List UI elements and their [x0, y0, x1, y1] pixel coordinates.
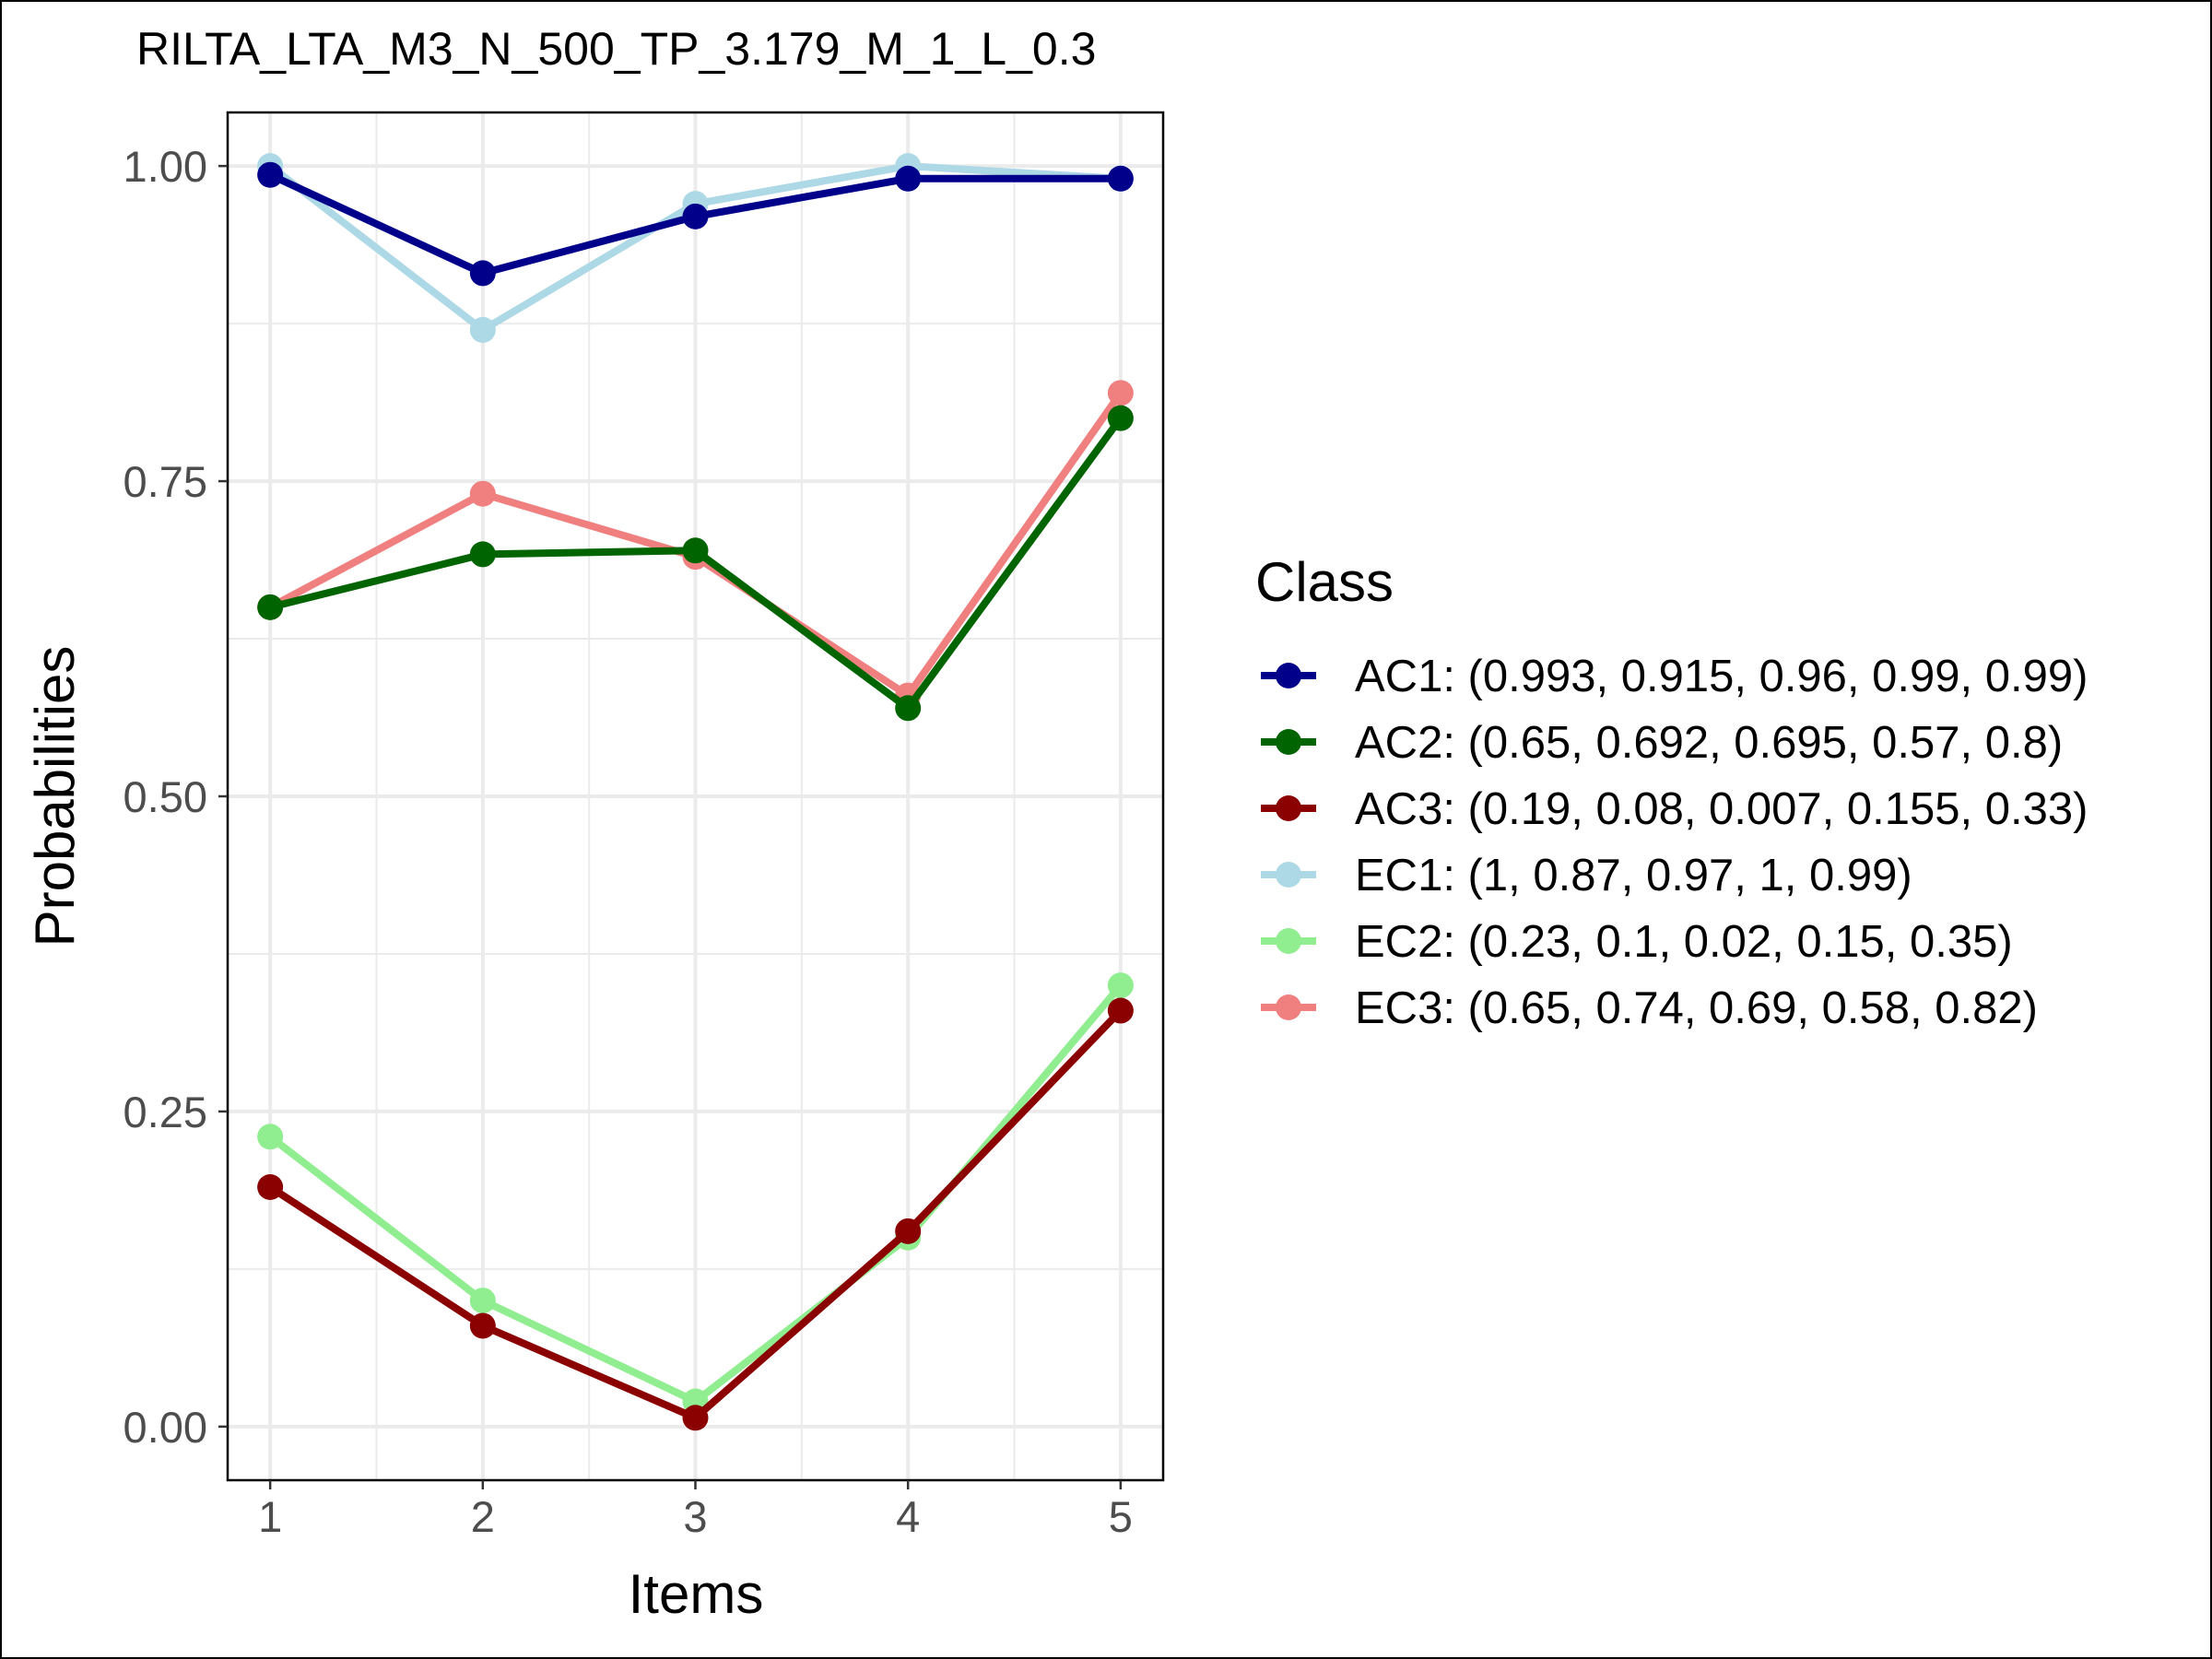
data-point-ac2: [257, 594, 284, 620]
x-axis: 1 2 3 4 5: [258, 1480, 1133, 1541]
data-point-ac3: [469, 1312, 496, 1339]
data-point-ac1: [1107, 165, 1134, 192]
legend-key-point: [1276, 795, 1301, 821]
data-point-ac1: [895, 165, 922, 192]
data-point-ec2: [469, 1288, 496, 1314]
legend-label: AC1: (0.993, 0.915, 0.96, 0.99, 0.99): [1355, 652, 2088, 701]
legend-title: Class: [1255, 551, 1394, 613]
legend-label: EC1: (1, 0.87, 0.97, 1, 0.99): [1355, 851, 1912, 900]
x-tick-label: 2: [471, 1492, 495, 1541]
y-tick-label: 1.00: [124, 142, 207, 191]
data-point-ec3: [469, 480, 496, 507]
y-tick-label: 0.00: [124, 1403, 207, 1452]
legend-item-ac1: AC1: (0.993, 0.915, 0.96, 0.99, 0.99): [1261, 652, 2088, 701]
y-axis-label: Probabilities: [24, 646, 86, 947]
data-point-ec1: [469, 316, 496, 343]
data-point-ec3: [1107, 380, 1134, 406]
legend-key-point: [1276, 862, 1301, 888]
legend: AC1: (0.993, 0.915, 0.96, 0.99, 0.99) AC2…: [1261, 652, 2088, 1033]
data-point-ac3: [1107, 997, 1134, 1024]
grid: [228, 112, 1163, 1480]
data-point-ac2: [1107, 405, 1134, 431]
x-tick-label: 5: [1109, 1492, 1133, 1541]
series-ac2: [257, 405, 1134, 722]
legend-item-ac2: AC2: (0.65, 0.692, 0.695, 0.57, 0.8): [1261, 718, 2063, 768]
series-ac3: [257, 997, 1134, 1431]
series-layer: [257, 153, 1134, 1431]
legend-item-ac3: AC3: (0.19, 0.08, 0.007, 0.155, 0.33): [1261, 784, 2088, 834]
legend-key-point: [1276, 663, 1301, 688]
x-axis-label: Items: [629, 1563, 764, 1625]
legend-item-ec1: EC1: (1, 0.87, 0.97, 1, 0.99): [1261, 851, 1912, 900]
y-tick-label: 0.25: [124, 1088, 207, 1136]
legend-label: AC3: (0.19, 0.08, 0.007, 0.155, 0.33): [1355, 784, 2088, 834]
data-point-ac1: [257, 161, 284, 188]
legend-key-point: [1276, 729, 1301, 755]
y-axis: 0.00 0.25 0.50 0.75 1.00: [124, 142, 228, 1452]
legend-label: AC2: (0.65, 0.692, 0.695, 0.57, 0.8): [1355, 718, 2063, 768]
series-ac1: [257, 161, 1134, 287]
data-point-ac3: [257, 1174, 284, 1200]
x-tick-label: 3: [683, 1492, 707, 1541]
legend-key-point: [1276, 994, 1301, 1020]
legend-label: EC3: (0.65, 0.74, 0.69, 0.58, 0.82): [1355, 983, 2038, 1033]
chart-title: RILTA_LTA_M3_N_500_TP_3.179_M_1_L_0.3: [136, 23, 1096, 75]
x-tick-label: 1: [258, 1492, 282, 1541]
x-tick-label: 4: [896, 1492, 920, 1541]
data-point-ac1: [469, 260, 496, 287]
data-point-ac1: [682, 203, 709, 229]
y-tick-label: 0.75: [124, 457, 207, 506]
legend-item-ec3: EC3: (0.65, 0.74, 0.69, 0.58, 0.82): [1261, 983, 2038, 1033]
legend-key-point: [1276, 928, 1301, 954]
legend-label: EC2: (0.23, 0.1, 0.02, 0.15, 0.35): [1355, 917, 2013, 967]
data-point-ac2: [895, 695, 922, 722]
data-point-ac2: [682, 537, 709, 564]
legend-item-ec2: EC2: (0.23, 0.1, 0.02, 0.15, 0.35): [1261, 917, 2013, 967]
data-point-ac2: [469, 541, 496, 568]
y-tick-label: 0.50: [124, 772, 207, 821]
data-point-ac3: [682, 1405, 709, 1431]
data-point-ec2: [257, 1124, 284, 1150]
data-point-ac3: [895, 1218, 922, 1244]
data-point-ec2: [1107, 972, 1134, 999]
